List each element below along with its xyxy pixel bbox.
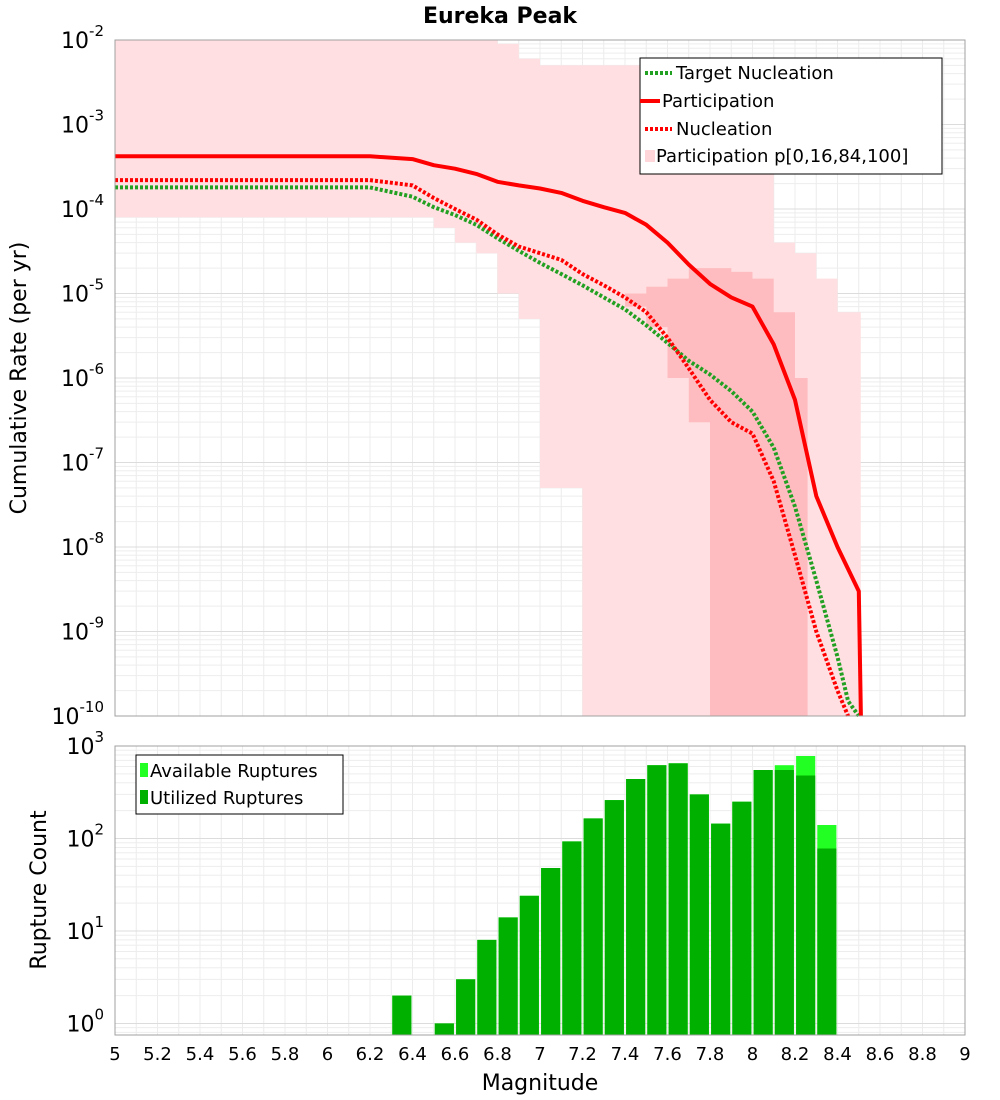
top-y-tick-label: 10-7 [61, 445, 104, 477]
top-y-tick-label: 10-5 [61, 276, 104, 308]
top-y-tick-label: 10-2 [61, 22, 104, 54]
legend-label-participation-band: Participation p[0,16,84,100] [656, 146, 908, 167]
participation-band-1 [603, 268, 808, 716]
legend-label-target-nucleation: Target Nucleation [675, 63, 834, 84]
utilized-rupture-bar [626, 779, 646, 1035]
bottom-y-axis-label: Rupture Count [27, 810, 52, 970]
bottom-y-tick-label: 103 [66, 728, 104, 760]
x-tick-label: 6.2 [356, 1044, 385, 1065]
x-tick-label: 7.2 [568, 1044, 597, 1065]
x-tick-label: 8.4 [823, 1044, 852, 1065]
utilized-rupture-bar [732, 801, 752, 1035]
utilized-rupture-bar [456, 979, 476, 1035]
bottom-legend-box [135, 754, 344, 815]
utilized-rupture-bar [562, 841, 582, 1035]
x-tick-label: 8.2 [781, 1044, 810, 1065]
utilized-rupture-bar [817, 848, 837, 1035]
x-tick-label: 7.6 [653, 1044, 682, 1065]
x-tick-label: 5.6 [228, 1044, 257, 1065]
legend-label-utilized-ruptures: Utilized Ruptures [150, 788, 303, 809]
legend-label-participation: Participation [662, 91, 774, 112]
x-tick-label: 9 [959, 1044, 970, 1065]
utilized-rupture-bar [604, 800, 624, 1035]
legend-swatch-available-ruptures [140, 763, 148, 777]
x-tick-label: 6 [322, 1044, 333, 1065]
x-tick-label: 5.8 [271, 1044, 300, 1065]
x-tick-label: 8.8 [908, 1044, 937, 1065]
top-y-tick-label: 10-6 [61, 360, 104, 392]
x-tick-label: 7.4 [611, 1044, 640, 1065]
chart-title: Eureka Peak [423, 4, 578, 29]
utilized-rupture-bar [796, 775, 816, 1035]
bottom-legend: Available Ruptures Utilized Ruptures [135, 754, 344, 815]
top-plot-frame [114, 39, 966, 717]
legend-label-nucleation: Nucleation [676, 119, 772, 140]
utilized-rupture-bar [774, 770, 794, 1035]
top-bands [115, 40, 861, 716]
x-tick-label: 8.6 [866, 1044, 895, 1065]
top-y-axis-label: Cumulative Rate (per yr) [7, 242, 32, 515]
top-legend-box [639, 57, 943, 175]
utilized-rupture-bar [477, 939, 497, 1035]
legend-swatch-participation-band [645, 150, 655, 162]
x-tick-label: 8 [747, 1044, 758, 1065]
utilized-rupture-bar [711, 823, 731, 1035]
x-tick-label: 6.8 [483, 1044, 512, 1065]
utilized-rupture-bar [689, 794, 709, 1035]
x-tick-label: 6.4 [398, 1044, 427, 1065]
participation-band-0 [115, 40, 861, 716]
x-tick-label: 7 [534, 1044, 545, 1065]
top-y-tick-label: 10-8 [61, 529, 104, 561]
series-line-participation [115, 154, 863, 717]
utilized-rupture-bar [753, 770, 773, 1035]
top-y-tick-labels: 10-10 10-9 10-8 10-7 10-6 10-5 10-4 10-3 10-2 [52, 22, 105, 730]
x-tick-label: 5 [109, 1044, 120, 1065]
bottom-x-tick-labels: 5 5.2 5.4 5.6 5.8 6 6.2 6.4 6.6 6.8 7 7.2 7.4 7.6 7.8 8… [109, 1044, 970, 1065]
utilized-rupture-bar [498, 917, 518, 1035]
series-line-target-nucleation [115, 185, 861, 718]
utilized-rupture-bar [647, 765, 667, 1035]
utilized-rupture-bar [668, 763, 688, 1035]
legend-swatch-utilized-ruptures [140, 790, 148, 804]
bottom-y-tick-label: 101 [66, 913, 104, 945]
bottom-y-tick-label: 102 [66, 821, 104, 853]
bottom-y-tick-labels: 100 101 102 103 [66, 728, 104, 1037]
x-tick-label: 6.6 [441, 1044, 470, 1065]
x-axis-label: Magnitude [482, 1071, 599, 1096]
utilized-rupture-bar [434, 1023, 454, 1035]
x-tick-label: 5.2 [143, 1044, 172, 1065]
bottom-plot-frame [114, 745, 966, 1036]
utilized-rupture-bar [392, 995, 412, 1035]
series-line-nucleation [115, 178, 850, 717]
utilized-rupture-bar [541, 868, 561, 1035]
utilized-rupture-bar [519, 895, 539, 1035]
top-lines [115, 154, 863, 718]
x-tick-label: 5.4 [186, 1044, 215, 1065]
top-y-tick-label: 10-3 [61, 107, 104, 139]
top-y-tick-label: 10-4 [61, 191, 104, 223]
bottom-y-tick-label: 100 [66, 1005, 104, 1037]
x-tick-label: 7.8 [696, 1044, 725, 1065]
bottom-bars [392, 756, 837, 1035]
legend-label-available-ruptures: Available Ruptures [150, 761, 318, 782]
utilized-rupture-bar [583, 818, 603, 1035]
top-legend: Target Nucleation Participation Nucleati… [639, 57, 943, 175]
top-y-tick-label: 10-10 [52, 698, 105, 730]
top-y-tick-label: 10-9 [61, 614, 104, 646]
